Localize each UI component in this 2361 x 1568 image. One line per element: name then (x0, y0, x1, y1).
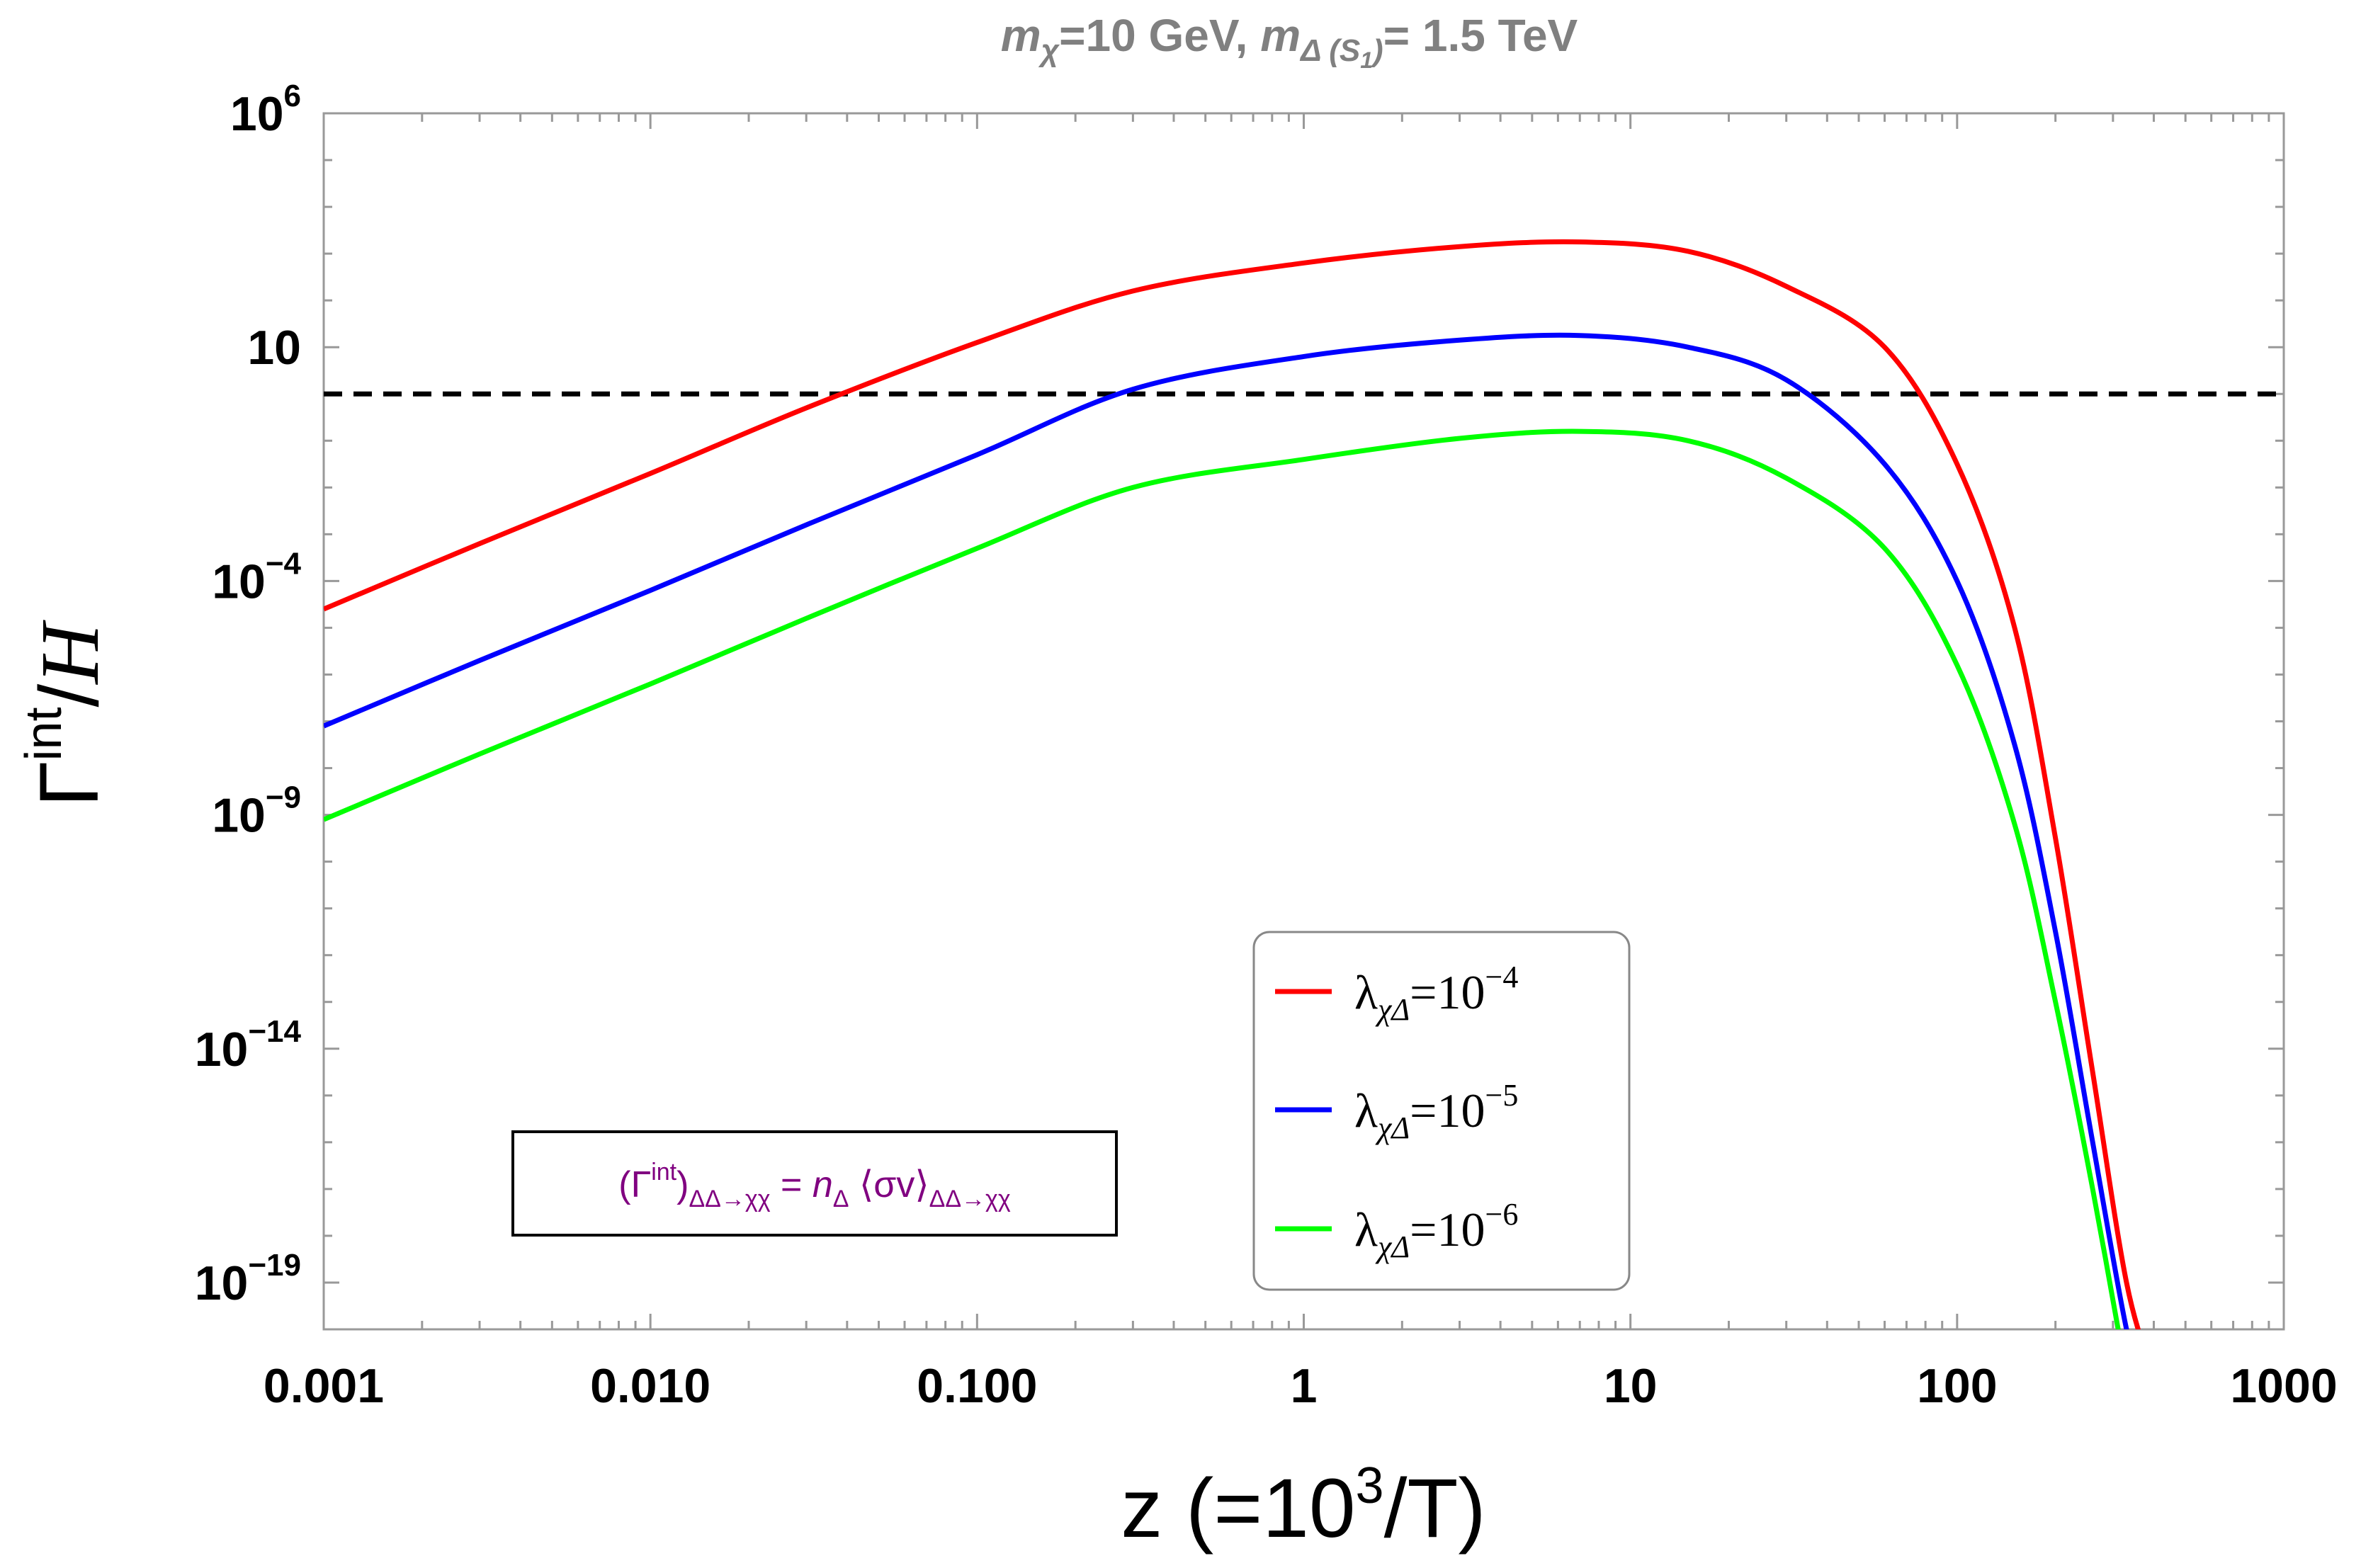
x-tick-label: 100 (1917, 1359, 1997, 1413)
y-tick-label: 10−9 (212, 780, 301, 843)
annotation-box: (Γint)ΔΔ→χχ = nΔ ⟨σv⟩ΔΔ→χχ (511, 1130, 1118, 1237)
x-tick-label: 0.001 (264, 1359, 384, 1413)
y-axis-label: Γint/H (16, 620, 116, 807)
legend-entry-2: λχΔ=10−5 (1275, 1078, 1518, 1145)
y-tick-label: 10−4 (212, 546, 301, 608)
x-tick-label: 0.100 (917, 1359, 1037, 1413)
series-line-2 (324, 332, 2129, 1329)
x-tick-label: 1 (1291, 1359, 1318, 1413)
series-lines (324, 239, 2141, 1329)
annotation-text: (Γint)ΔΔ→χχ = nΔ ⟨σv⟩ΔΔ→χχ (618, 1159, 1011, 1212)
y-tick-labels: 106 10 10−4 10−9 10−14 10−19 (195, 79, 302, 1310)
x-axis-label: z (=103/T) (1121, 1458, 1485, 1555)
tick-marks (322, 112, 2284, 1331)
legend: λχΔ=10−4 λχΔ=10−5 λχΔ=10−6 (1252, 931, 1631, 1291)
x-tick-label: 1000 (2230, 1359, 2337, 1413)
y-tick-label: 10−14 (195, 1014, 302, 1076)
x-tick-labels: 0.001 0.010 0.100 1 10 100 1000 (264, 1359, 2338, 1413)
legend-entry-1: λχΔ=10−4 (1275, 960, 1518, 1027)
y-tick-label: 10−19 (195, 1248, 301, 1310)
legend-entry-3: λχΔ=10−6 (1275, 1197, 1518, 1264)
legend-label: λχΔ=10−4 (1354, 960, 1518, 1027)
chart-title: mχ=10 GeV, mΔ (S1)= 1.5 TeV (1001, 10, 1578, 73)
legend-label: λχΔ=10−6 (1354, 1197, 1518, 1264)
x-tick-label: 0.010 (590, 1359, 710, 1413)
y-tick-label: 10 (247, 321, 301, 375)
x-tick-label: 10 (1604, 1359, 1658, 1413)
y-tick-label: 106 (230, 79, 301, 141)
series-line-3 (324, 428, 2121, 1329)
legend-label: λχΔ=10−5 (1354, 1078, 1518, 1145)
series-line-1 (324, 239, 2141, 1329)
